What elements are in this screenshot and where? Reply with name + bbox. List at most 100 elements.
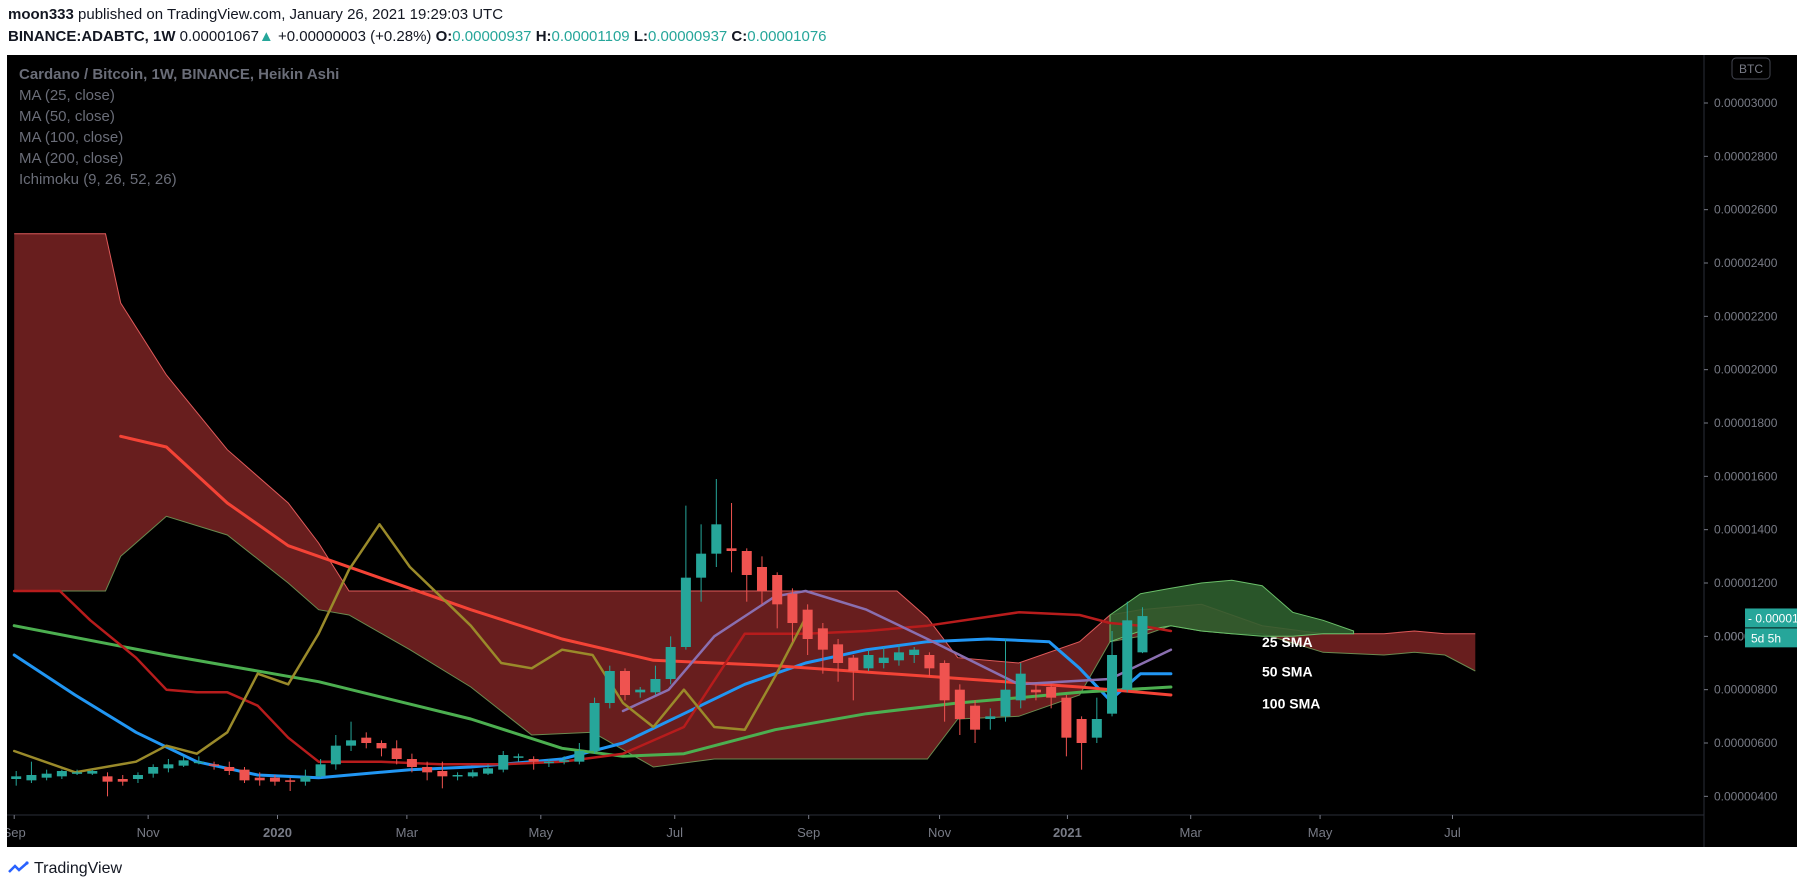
countdown-label: 5d 5h [1751,631,1781,645]
candle-body [802,609,813,639]
partial-tick-label: 0.000 [1714,629,1744,643]
candle-body [985,716,996,719]
y-tick-label: 0.00002800 [1714,149,1778,163]
candle-body [833,644,844,663]
price-change: +0.00000003 (+0.28%) [277,28,432,45]
candle-body [391,748,402,759]
x-tick-label: Sep [797,825,820,840]
candle-body [924,655,935,669]
x-tick-label: May [1308,825,1333,840]
candle-body [346,740,357,746]
legend-ma200[interactable]: MA (200, close) [19,150,124,167]
y-tick-label: 0.00000600 [1714,736,1778,750]
symbol-label: BINANCE:ADABTC, 1W [8,28,176,45]
y-tick-label: 0.00002600 [1714,203,1778,217]
author-name[interactable]: moon333 [8,6,74,23]
candle-body [680,577,691,647]
ichimoku-cloud-bullish [1109,579,1355,643]
candle-body [361,737,372,743]
publish-info: moon333 published on TradingView.com, Ja… [8,6,503,23]
candle-body [26,775,37,781]
chart-title: Cardano / Bitcoin, 1W, BINANCE, Heikin A… [19,66,340,83]
x-tick-label: Jul [1444,825,1461,840]
candle-body [1000,689,1011,717]
current-price-box [1745,608,1797,628]
x-tick-label: Mar [1180,825,1203,840]
tradingview-logo-icon[interactable] [8,861,30,877]
series-line-5 [12,523,807,774]
candle-body [650,679,661,693]
candle-body [726,548,737,551]
x-tick-label: 2020 [263,825,292,840]
candle-body [787,593,798,623]
candle-body [437,771,448,777]
x-tick-label: Jul [666,825,683,840]
legend-ichimoku[interactable]: Ichimoku (9, 26, 52, 26) [19,171,177,188]
candle-body [696,553,707,578]
candle-body [254,777,265,781]
close-value: 0.00001076 [747,28,827,45]
candle-body [72,772,83,774]
legend-ma50[interactable]: MA (50, close) [19,108,115,125]
current-price-label: - 0.00001067 [1748,611,1797,625]
price-chart[interactable]: 0.000004000.000006000.000008000.00001000… [7,55,1797,847]
y-tick-label: 0.00002400 [1714,256,1778,270]
x-tick-label: Mar [396,825,419,840]
y-tick-label: 0.00001600 [1714,469,1778,483]
y-tick-label: 0.00003000 [1714,96,1778,110]
candle-body [620,671,630,695]
up-arrow-icon: ▲ [258,28,274,45]
open-label: O: [435,28,453,45]
candle-body [178,760,189,766]
candle-body [1030,689,1041,693]
candle-body [893,652,904,661]
x-tick-label: 2021 [1053,825,1082,840]
candle-body [1091,719,1102,738]
currency-badge [1731,57,1771,80]
publish-text: published on TradingView.com, January 26… [78,6,504,23]
high-value: 0.00001109 [551,28,630,45]
legend-ma100[interactable]: MA (100, close) [19,129,124,146]
last-price: 0.00001067 [179,28,259,45]
currency-label: BTC [1739,62,1763,76]
candle-body [635,689,646,693]
high-label: H: [535,28,552,45]
candle-body [589,703,600,751]
candle-body [483,768,494,774]
candle-body [756,567,767,591]
open-value: 0.00000937 [452,28,532,45]
legend-ma25[interactable]: MA (25, close) [19,87,115,104]
candle-body [741,551,752,575]
candle-body [132,775,143,779]
y-tick-label: 0.00001400 [1714,523,1778,537]
candle-body [330,745,341,765]
brand-name[interactable]: TradingView [34,860,123,877]
close-label: C: [731,28,748,45]
candle-body [422,767,433,773]
candle-body [1061,697,1072,738]
candle-body [1076,719,1087,743]
annotation-0: 25 SMA [1262,634,1313,650]
y-tick-label: 0.00001200 [1714,576,1778,590]
x-tick-label: Sep [7,825,26,840]
candle-body [163,764,174,769]
candle-body [498,755,509,770]
candle-body [559,760,570,762]
candle-body [1122,620,1133,690]
candle-body [300,776,311,782]
y-tick-label: 0.00002200 [1714,309,1778,323]
countdown-box [1745,628,1797,648]
annotation-1: 50 SMA [1262,663,1313,679]
candle-body [11,776,22,779]
candle-body [711,524,722,554]
annotation-2: 100 SMA [1262,695,1320,711]
low-value: 0.00000937 [648,28,728,45]
y-tick-label: 0.00000400 [1714,789,1778,803]
candle-body [954,689,965,719]
candle-body [1107,655,1118,714]
series-line-0 [12,637,1173,780]
candle-body [209,764,220,766]
series-line-2 [119,434,1173,697]
candle-body [41,773,52,778]
candle-body [863,655,874,669]
